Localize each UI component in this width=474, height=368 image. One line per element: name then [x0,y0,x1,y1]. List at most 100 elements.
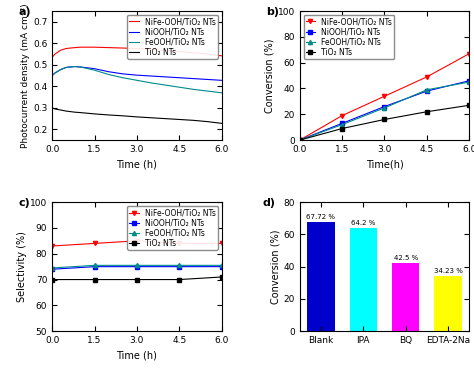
Legend: NiFe-OOH/TiO₂ NTs, NiOOH/TiO₂ NTs, FeOOH/TiO₂ NTs, TiO₂ NTs: NiFe-OOH/TiO₂ NTs, NiOOH/TiO₂ NTs, FeOOH… [303,15,394,59]
FeOOH/TiO₂ NTs [191,87,196,92]
NiFe-OOH/TiO₂ NTs [120,46,126,50]
NiOOH/TiO₂ NTs [91,67,97,71]
NiFe-OOH/TiO₂ NTs [219,241,225,245]
TiO₂ NTs [91,277,97,282]
NiFe-OOH/TiO₂ NTs [176,241,182,245]
FeOOH/TiO₂ NTs [106,72,111,77]
NiFe-OOH/TiO₂ NTs [339,113,345,118]
NiFe-OOH/TiO₂ NTs [64,46,69,51]
Bar [307,222,335,331]
Text: a): a) [18,7,31,17]
FeOOH/TiO₂ NTs [72,64,78,69]
NiOOH/TiO₂ NTs [78,65,83,69]
TiO₂ NTs [205,120,210,124]
NiOOH/TiO₂ NTs [134,73,140,77]
NiOOH/TiO₂ NTs [339,121,345,125]
TiO₂ NTs [382,117,387,122]
FeOOH/TiO₂ NTs [148,81,154,85]
Line: FeOOH/TiO₂ NTs: FeOOH/TiO₂ NTs [50,263,224,270]
FeOOH/TiO₂ NTs [297,138,302,142]
Y-axis label: Conversion (%): Conversion (%) [271,229,281,304]
NiOOH/TiO₂ NTs [297,138,302,142]
Text: b): b) [266,7,279,17]
FeOOH/TiO₂ NTs [78,65,83,69]
FeOOH/TiO₂ NTs [49,73,55,78]
TiO₂ NTs [64,109,69,113]
NiOOH/TiO₂ NTs [52,71,58,75]
NiOOH/TiO₂ NTs [58,67,64,72]
NiFe-OOH/TiO₂ NTs [49,244,55,248]
Line: NiOOH/TiO₂ NTs: NiOOH/TiO₂ NTs [50,265,224,271]
NiFe-OOH/TiO₂ NTs [52,52,58,56]
TiO₂ NTs [339,126,345,131]
Text: c): c) [18,198,30,208]
Line: TiO₂ NTs: TiO₂ NTs [298,103,471,142]
FeOOH/TiO₂ NTs [134,78,140,82]
FeOOH/TiO₂ NTs [466,80,472,84]
NiOOH/TiO₂ NTs [120,72,126,76]
TiO₂ NTs [297,138,302,142]
TiO₂ NTs [52,107,58,111]
NiOOH/TiO₂ NTs [176,75,182,80]
Text: 67.72 %: 67.72 % [306,214,336,220]
Text: d): d) [263,198,275,208]
TiO₂ NTs [58,108,64,112]
NiOOH/TiO₂ NTs [72,64,78,69]
FeOOH/TiO₂ NTs [205,89,210,93]
NiOOH/TiO₂ NTs [382,105,387,109]
TiO₂ NTs [424,110,430,114]
Line: NiFe-OOH/TiO₂ NTs: NiFe-OOH/TiO₂ NTs [298,52,471,142]
NiFe-OOH/TiO₂ NTs [205,52,210,56]
NiOOH/TiO₂ NTs [134,265,140,269]
NiFe-OOH/TiO₂ NTs [134,238,140,243]
NiFe-OOH/TiO₂ NTs [91,241,97,245]
TiO₂ NTs [49,106,55,110]
NiFe-OOH/TiO₂ NTs [58,48,64,52]
Bar [349,227,377,331]
FeOOH/TiO₂ NTs [219,91,225,95]
TiO₂ NTs [49,277,55,282]
TiO₂ NTs [176,277,182,282]
FeOOH/TiO₂ NTs [120,75,126,80]
TiO₂ NTs [72,110,78,114]
NiOOH/TiO₂ NTs [49,267,55,272]
TiO₂ NTs [148,116,154,120]
FeOOH/TiO₂ NTs [339,123,345,127]
TiO₂ NTs [162,116,168,121]
Line: FeOOH/TiO₂ NTs: FeOOH/TiO₂ NTs [52,67,222,93]
X-axis label: Time(h): Time(h) [365,160,403,170]
Legend: NiFe-OOH/TiO₂ NTs, NiOOH/TiO₂ NTs, FeOOH/TiO₂ NTs, TiO₂ NTs: NiFe-OOH/TiO₂ NTs, NiOOH/TiO₂ NTs, FeOOH… [127,206,218,250]
NiOOH/TiO₂ NTs [191,77,196,81]
NiFe-OOH/TiO₂ NTs [72,45,78,50]
NiOOH/TiO₂ NTs [466,78,472,83]
NiFe-OOH/TiO₂ NTs [382,94,387,99]
NiFe-OOH/TiO₂ NTs [424,75,430,79]
Line: NiFe-OOH/TiO₂ NTs: NiFe-OOH/TiO₂ NTs [52,47,222,57]
FeOOH/TiO₂ NTs [382,106,387,110]
NiOOH/TiO₂ NTs [64,65,69,70]
TiO₂ NTs [191,118,196,123]
NiFe-OOH/TiO₂ NTs [466,52,472,56]
TiO₂ NTs [106,113,111,117]
NiOOH/TiO₂ NTs [219,78,225,82]
TiO₂ NTs [466,103,472,107]
FeOOH/TiO₂ NTs [91,263,97,268]
NiOOH/TiO₂ NTs [49,73,55,78]
NiFe-OOH/TiO₂ NTs [91,45,97,49]
TiO₂ NTs [176,117,182,122]
FeOOH/TiO₂ NTs [219,263,225,268]
Y-axis label: Selectivity (%): Selectivity (%) [17,231,27,302]
Line: NiFe-OOH/TiO₂ NTs: NiFe-OOH/TiO₂ NTs [50,239,224,248]
NiFe-OOH/TiO₂ NTs [49,55,55,60]
FeOOH/TiO₂ NTs [52,71,58,75]
NiOOH/TiO₂ NTs [176,265,182,269]
TiO₂ NTs [134,115,140,119]
Line: FeOOH/TiO₂ NTs: FeOOH/TiO₂ NTs [298,80,471,142]
FeOOH/TiO₂ NTs [64,65,69,70]
NiFe-OOH/TiO₂ NTs [297,138,302,142]
TiO₂ NTs [134,277,140,282]
TiO₂ NTs [78,110,83,115]
FeOOH/TiO₂ NTs [424,88,430,92]
TiO₂ NTs [91,112,97,116]
Legend: NiFe-OOH/TiO₂ NTs, NiOOH/TiO₂ NTs, FeOOH/TiO₂ NTs, TiO₂ NTs: NiFe-OOH/TiO₂ NTs, NiOOH/TiO₂ NTs, FeOOH… [127,15,218,59]
